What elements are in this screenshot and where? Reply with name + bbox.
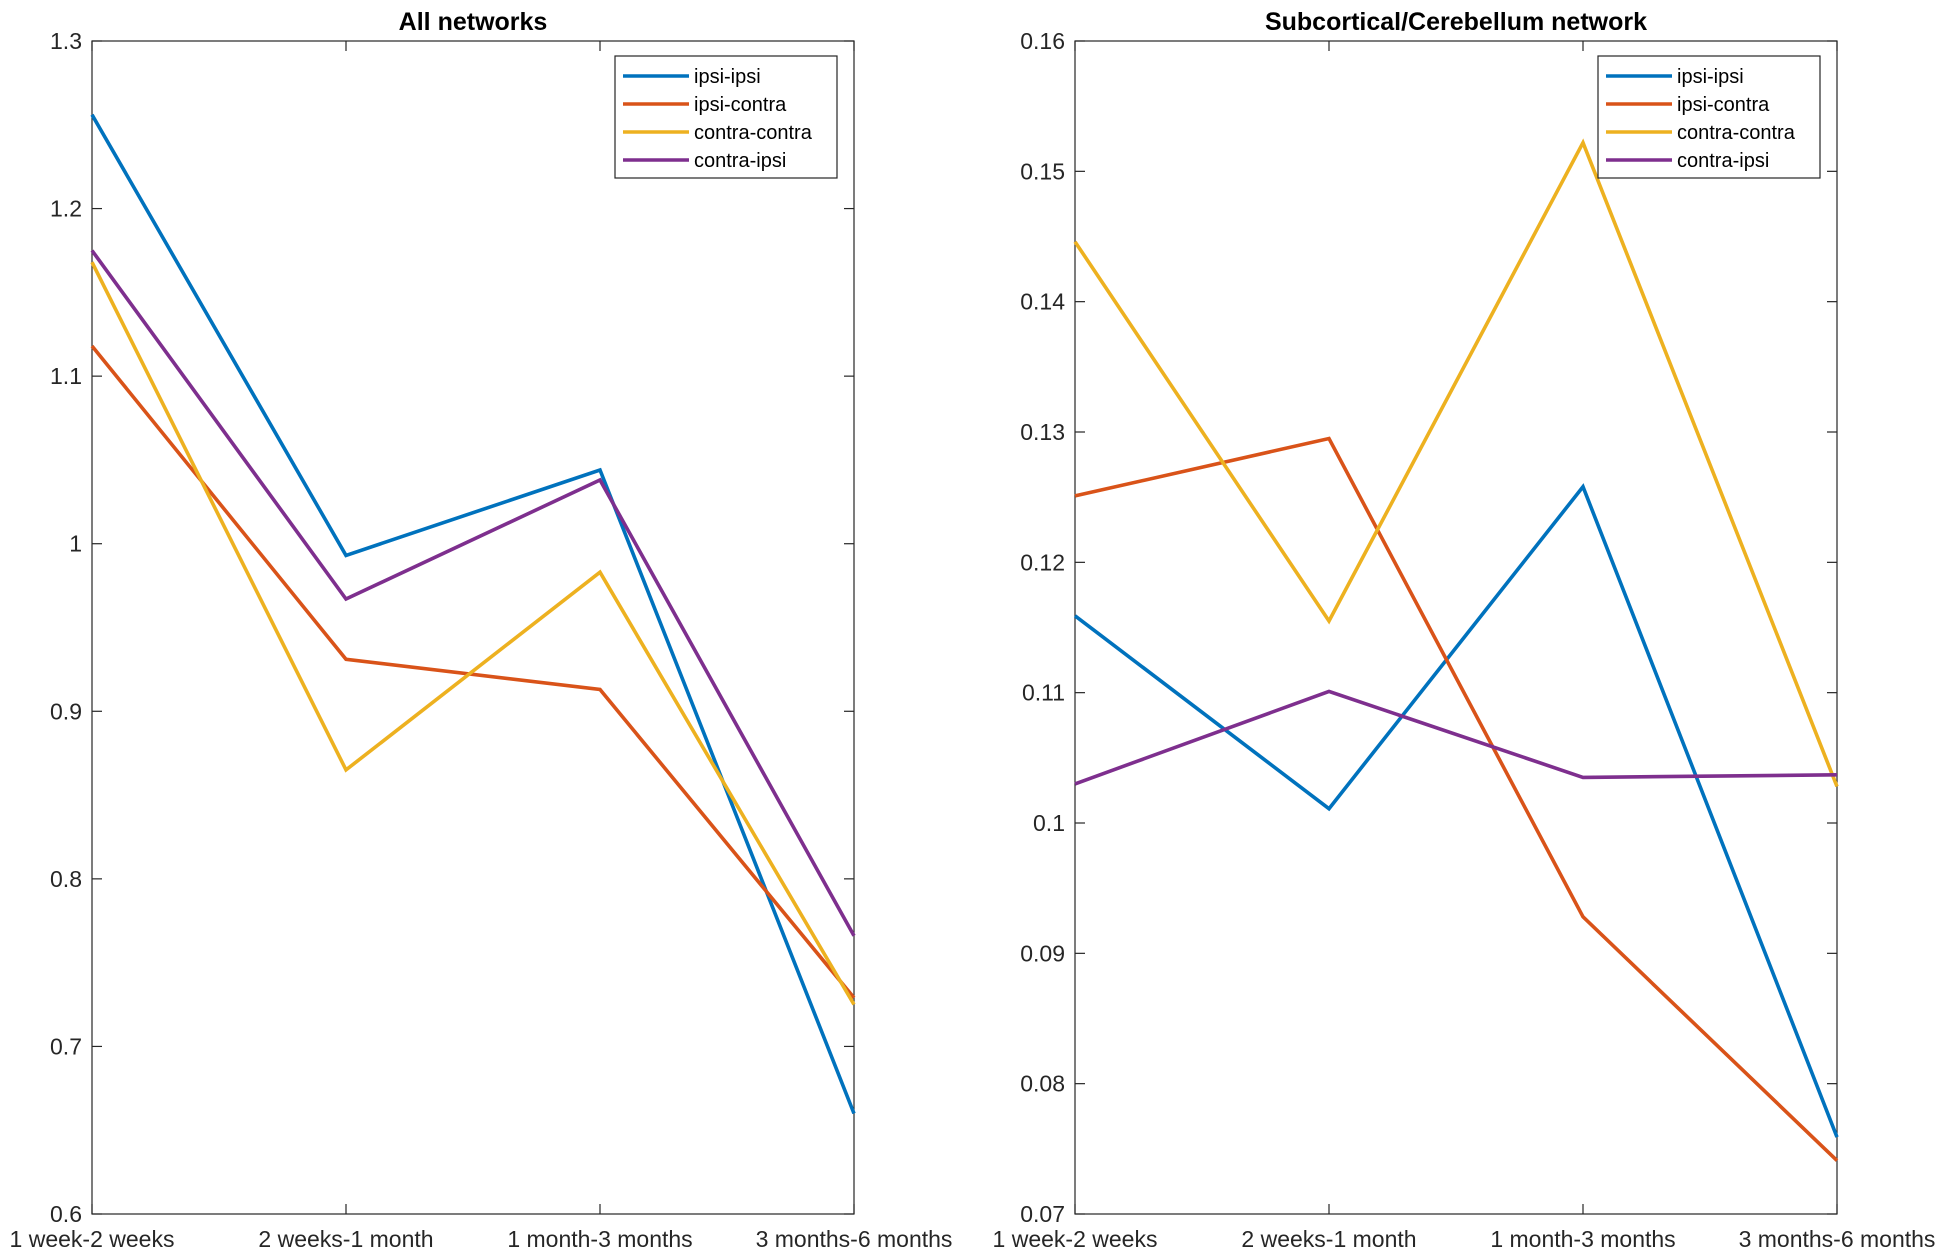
x-tick-label: 2 weeks-1 month: [258, 1226, 433, 1250]
series-line-contra-ipsi: [1074, 689, 1838, 786]
x-tick-label: 3 months-6 months: [1739, 1226, 1936, 1250]
chart-title: Subcortical/Cerebellum network: [1265, 8, 1647, 36]
y-tick-label: 0.08: [1020, 1071, 1065, 1097]
y-tick-label: 0.14: [1020, 289, 1065, 315]
y-tick-label: 0.16: [1020, 28, 1065, 54]
y-tick-label: 1.1: [50, 363, 82, 389]
chart-panel-1: 0.6 0.7 0.8 0.9 1 1.1 1.2 1.3 1 week-2 weeks 2 we…: [10, 8, 953, 1250]
x-tick-label: 1 month-3 months: [507, 1226, 692, 1250]
y-tick-label: 0.6: [50, 1201, 82, 1227]
legend-label: ipsi-ipsi: [1677, 66, 1744, 88]
legend-label: contra-ipsi: [1677, 150, 1769, 172]
chart-title: All networks: [399, 8, 548, 36]
y-tick-label: 1.3: [50, 28, 82, 54]
y-tick-label: 0.12: [1020, 549, 1065, 575]
chart-panel-2: 0.07 0.08 0.09 0.1 0.11 0.12 0.13 0.14 0.15 0.16 1…: [993, 8, 1936, 1250]
x-tick-label: 3 months-6 months: [756, 1226, 953, 1250]
y-tick-label: 0.8: [50, 866, 82, 892]
y-tick-label: 0.07: [1020, 1201, 1065, 1227]
x-tick-label: 1 month-3 months: [1490, 1226, 1675, 1250]
y-tick-label: 0.13: [1020, 419, 1065, 445]
axes-box: [91, 40, 855, 1215]
legend-label: ipsi-contra: [694, 94, 787, 116]
x-tick-label: 1 week-2 weeks: [10, 1226, 175, 1250]
y-tick-label: 0.15: [1020, 158, 1065, 184]
y-tick-label: 0.09: [1020, 940, 1065, 966]
series-line-ipsi-ipsi: [90, 113, 856, 1115]
series-line-contra-contra: [1073, 138, 1839, 788]
series-line-ipsi-contra: [90, 344, 856, 999]
legend-label: ipsi-contra: [1677, 94, 1770, 116]
axes-box: [1074, 40, 1838, 1215]
x-tick-label: 1 week-2 weeks: [993, 1226, 1158, 1250]
series-line-ipsi-contra: [1074, 436, 1839, 1162]
y-tick-label: 0.7: [50, 1033, 82, 1059]
legend-label: contra-contra: [1677, 122, 1796, 144]
y-tick-label: 1.2: [50, 196, 82, 222]
y-tick-label: 1: [69, 531, 82, 557]
x-tick-label: 2 weeks-1 month: [1241, 1226, 1416, 1250]
y-tick-label: 0.1: [1033, 810, 1065, 836]
y-tick-label: 0.11: [1022, 680, 1065, 706]
series-line-ipsi-ipsi: [1073, 483, 1839, 1138]
legend: ipsi-ipsi ipsi-contra contra-contra contra-…: [1597, 55, 1821, 179]
legend-label: ipsi-ipsi: [694, 66, 761, 88]
y-tick-label: 0.9: [50, 698, 82, 724]
legend-label: contra-ipsi: [694, 150, 786, 172]
series-line-contra-contra: [90, 261, 856, 1006]
legend-label: contra-contra: [694, 122, 813, 144]
legend: ipsi-ipsi ipsi-contra contra-contra contra-…: [614, 55, 838, 179]
series-line-contra-ipsi: [90, 249, 856, 937]
